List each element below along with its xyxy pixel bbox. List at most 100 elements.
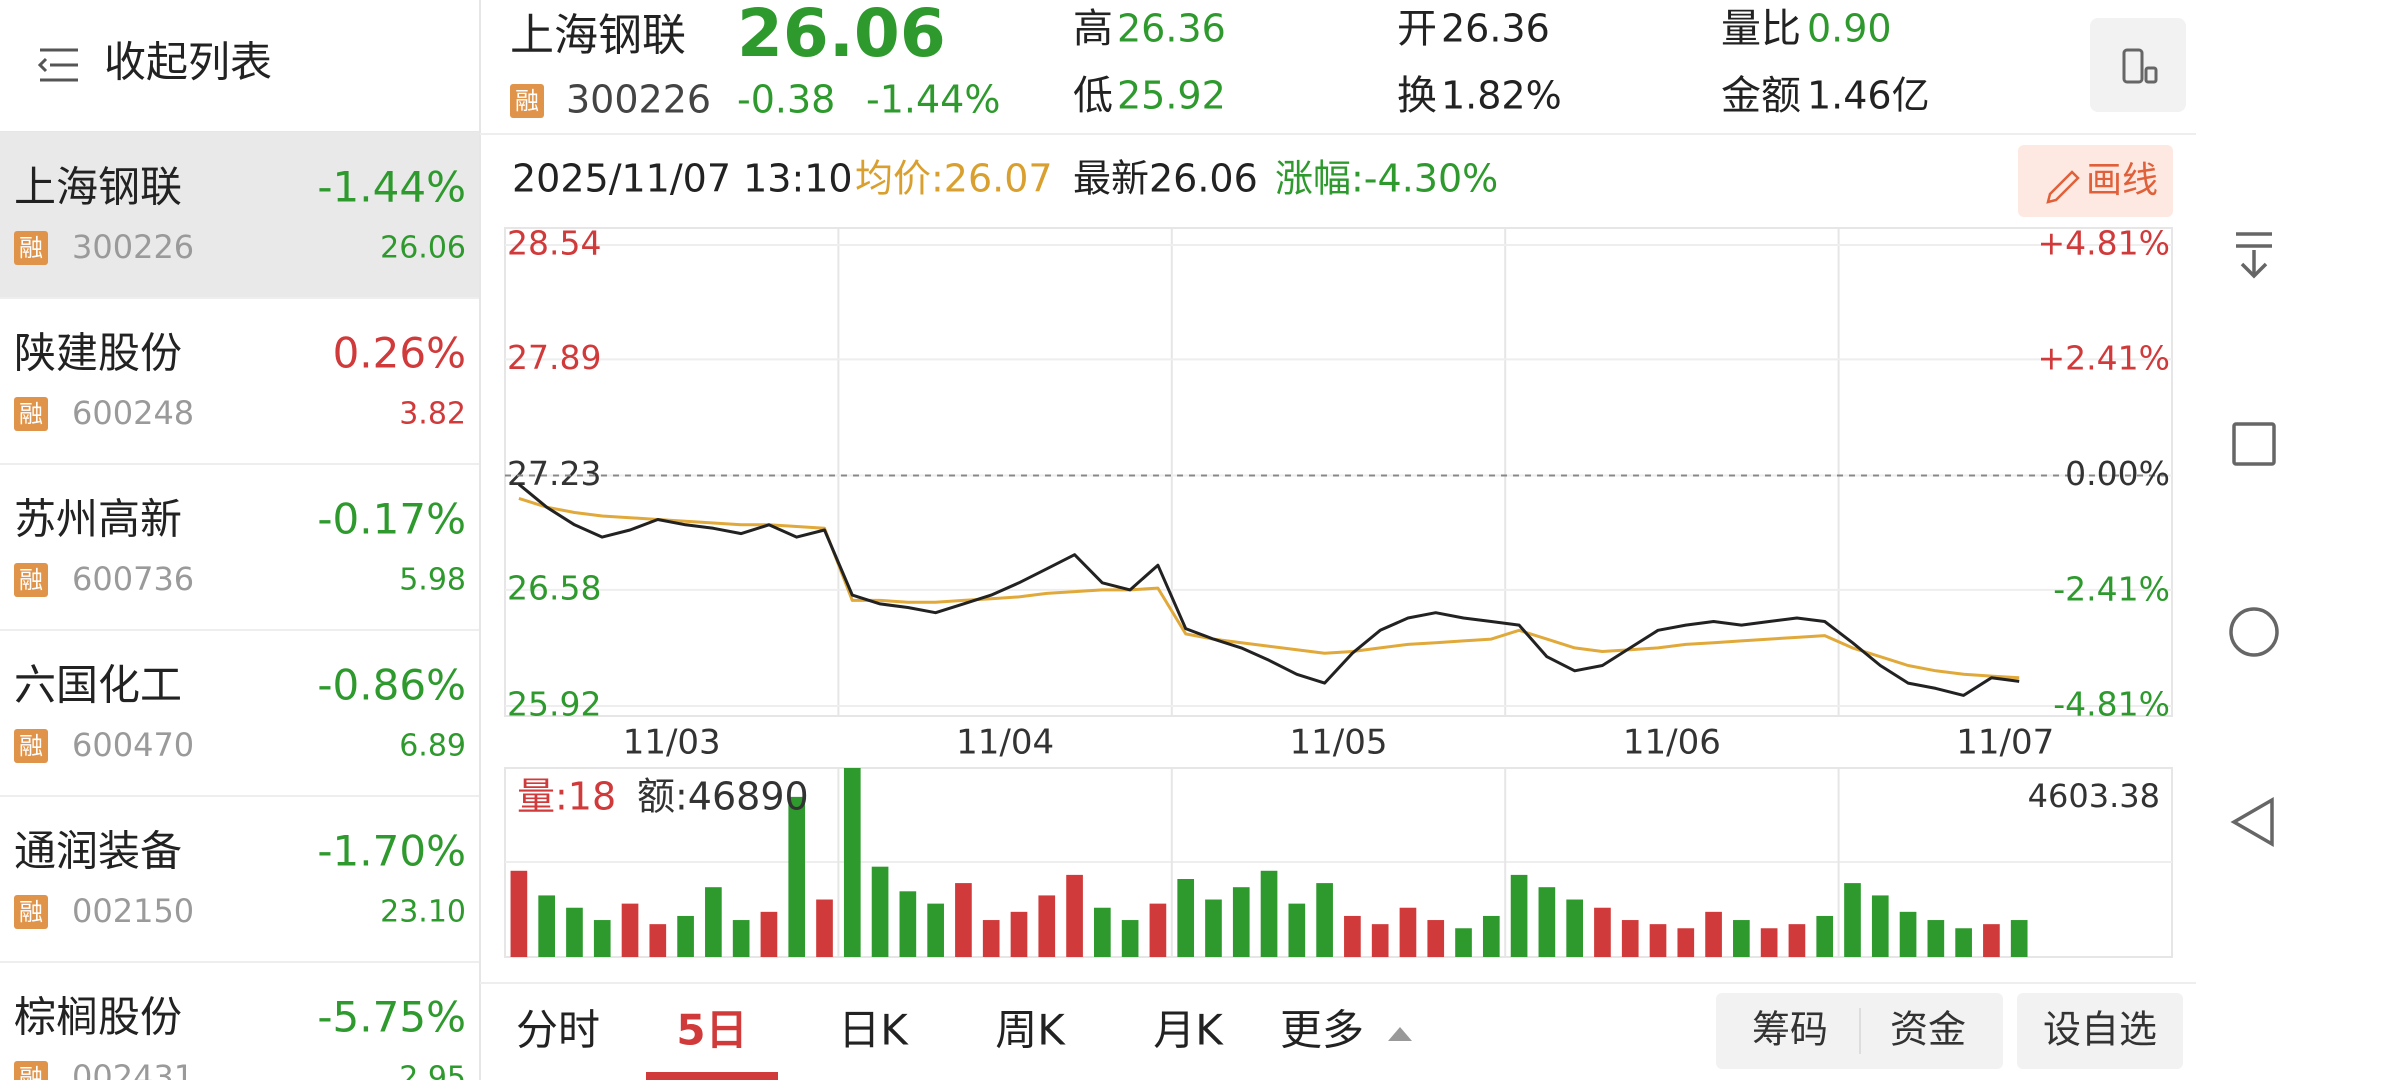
volume-bar <box>1177 878 1195 957</box>
volume-bar <box>816 899 833 957</box>
volume-bar <box>1205 899 1222 957</box>
more-arrow <box>1388 1027 1412 1041</box>
tab[interactable]: 5日 <box>676 1006 747 1055</box>
volume-bar <box>871 866 889 957</box>
button-bg <box>2017 993 2183 1069</box>
x-tick-label: 11/03 <box>623 723 721 763</box>
stock-change: -0.38 <box>737 78 835 122</box>
volume-bar <box>927 903 944 957</box>
collapse-label[interactable]: 收起列表 <box>104 38 272 87</box>
volume-bar <box>1871 895 1889 957</box>
phone-icon <box>2122 48 2158 84</box>
stock-change[interactable]: -5.75% <box>317 993 466 1042</box>
stock-change[interactable]: -0.86% <box>317 661 466 710</box>
stock-price: 26.06 <box>737 0 946 72</box>
stock-code: 600248 <box>72 394 194 432</box>
tag: 融 <box>19 400 43 428</box>
tab[interactable]: 日K <box>838 1006 909 1055</box>
stock-name[interactable]: 棕榈股份 <box>14 993 182 1042</box>
stock-price: 23.10 <box>380 895 466 930</box>
y2-tick-label: -4.81% <box>2053 685 2170 724</box>
y-tick-label: 28.54 <box>507 224 601 263</box>
tag-box <box>14 895 48 929</box>
volume-bar <box>1621 920 1639 957</box>
stock-price: 2.95 <box>399 1061 466 1080</box>
stat-value: 26.36 <box>1117 7 1226 51</box>
tag-box <box>14 1061 48 1080</box>
tag: 融 <box>19 234 43 262</box>
volume-bar <box>843 768 861 957</box>
stock-code: 600736 <box>72 560 194 598</box>
stat-value: 26.36 <box>1441 7 1550 51</box>
button-label[interactable]: 筹码 <box>1752 1008 1828 1052</box>
stat-label: 低 <box>1073 73 1113 119</box>
volume-bar <box>1427 920 1445 957</box>
volume-bar <box>1232 887 1250 957</box>
y-tick-label: 25.92 <box>507 685 601 724</box>
stat-label: 开 <box>1397 6 1437 52</box>
y2-tick-label: +2.41% <box>2038 339 2170 378</box>
collapse-icon[interactable] <box>37 48 78 82</box>
stat-value: 1.82% <box>1441 74 1562 118</box>
stock-name: 上海钢联 <box>510 10 686 61</box>
volume-bar <box>1955 928 1972 957</box>
volume-bar <box>1121 920 1139 957</box>
price-frame <box>504 227 2173 717</box>
stock-price: 3.82 <box>399 397 466 432</box>
stock-code: 600470 <box>72 726 194 764</box>
volume-bar <box>1010 911 1028 957</box>
volume-bar <box>1316 883 1333 957</box>
stat-label: 量比 <box>1721 6 1801 52</box>
x-tick-label: 11/05 <box>1290 723 1388 763</box>
volume-bar <box>1510 874 1528 957</box>
stock-name[interactable]: 上海钢联 <box>14 163 182 212</box>
stock-change[interactable]: 0.26% <box>333 329 466 378</box>
tag-box <box>510 84 544 118</box>
y-tick-label: 26.58 <box>507 568 601 607</box>
stock-change[interactable]: -1.44% <box>317 163 466 212</box>
volume-bar <box>732 920 750 957</box>
volume-bar <box>1288 903 1306 957</box>
stock-name[interactable]: 苏州高新 <box>14 495 182 544</box>
volume-bar <box>593 920 611 957</box>
button-label[interactable]: 设自选 <box>2043 1008 2157 1052</box>
volume-bar <box>1760 928 1778 957</box>
volume-bar <box>538 895 556 957</box>
button-label[interactable]: 资金 <box>1890 1008 1966 1052</box>
info-avg: 均价:26.07 <box>855 157 1053 201</box>
volume-bar <box>1094 907 1111 957</box>
landscape-button[interactable] <box>2090 18 2186 112</box>
volume-bar <box>1594 907 1611 957</box>
stock-price: 6.89 <box>399 729 466 764</box>
stock-name[interactable]: 陕建股份 <box>14 329 182 378</box>
volume-bar <box>705 887 722 957</box>
volume-bar <box>1149 903 1167 957</box>
tab[interactable]: 月K <box>1153 1006 1224 1055</box>
volume-bar <box>1455 928 1472 957</box>
tab[interactable]: 分时 <box>516 1006 600 1055</box>
tag: 融 <box>19 898 43 926</box>
volume-bar <box>1482 915 1500 957</box>
volume-bar <box>1983 924 2000 957</box>
x-tick-label: 11/07 <box>1956 723 2054 763</box>
stock-change[interactable]: -0.17% <box>317 495 466 544</box>
stat-value: 25.92 <box>1117 74 1226 118</box>
volume-bar <box>1705 911 1722 957</box>
info-latest: 最新26.06 <box>1073 157 1258 201</box>
amount-label: 额:46890 <box>637 775 809 819</box>
stock-pct: -1.44% <box>866 78 1000 122</box>
draw-label[interactable]: 画线 <box>2086 160 2158 201</box>
volume-tick-label: 4603.38 <box>2028 777 2160 815</box>
tag-box <box>14 563 48 597</box>
stock-change[interactable]: -1.70% <box>317 827 466 876</box>
tab[interactable]: 更多 <box>1280 1006 1364 1055</box>
info-rise: 涨幅:-4.30% <box>1275 157 1498 201</box>
volume-bar <box>1844 883 1861 957</box>
stock-name[interactable]: 通润装备 <box>14 827 182 876</box>
tab[interactable]: 周K <box>995 1006 1066 1055</box>
tag-box <box>14 397 48 431</box>
stat-label: 高 <box>1073 6 1113 52</box>
volume-bar <box>510 870 528 957</box>
stock-name[interactable]: 六国化工 <box>14 661 182 710</box>
